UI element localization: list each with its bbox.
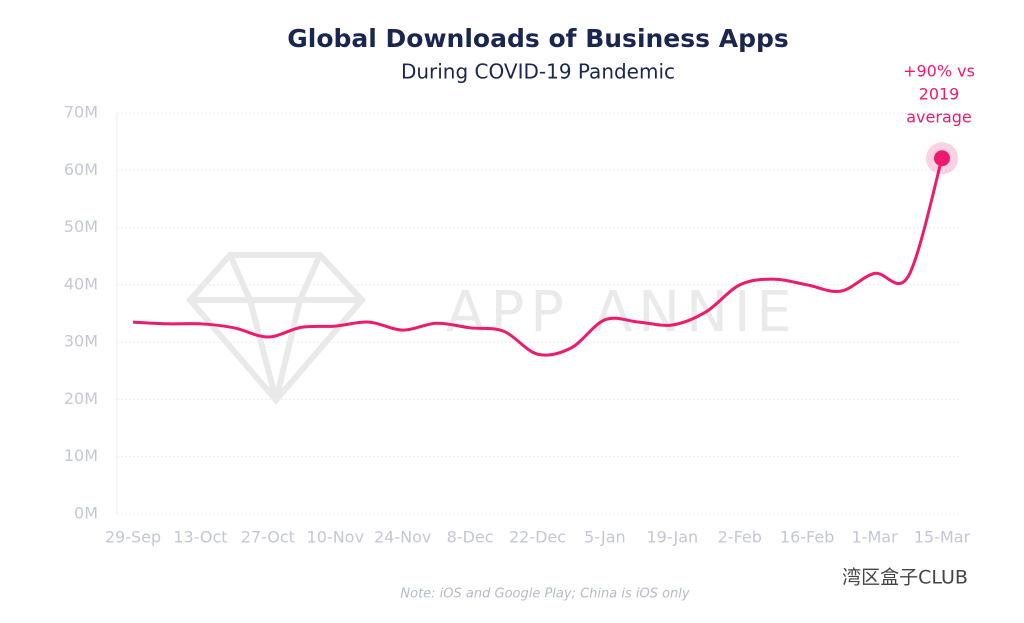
x-tick-label: 15-Mar	[914, 528, 971, 547]
x-tick-label: 19-Jan	[646, 528, 698, 547]
y-tick-label: 50M	[64, 217, 98, 236]
chart-subtitle: During COVID-19 Pandemic	[401, 60, 675, 84]
y-tick-label: 40M	[64, 274, 98, 293]
chart-title: Global Downloads of Business Apps	[287, 24, 789, 53]
y-tick-label: 30M	[64, 332, 98, 351]
x-tick-label: 13-Oct	[173, 528, 227, 547]
y-tick-label: 20M	[64, 389, 98, 408]
y-tick-label: 10M	[64, 446, 98, 465]
note: Note: iOS and Google Play; China is iOS …	[400, 587, 690, 602]
end-point	[934, 150, 950, 167]
x-tick-label: 10-Nov	[307, 528, 364, 547]
y-tick-label: 60M	[64, 160, 98, 179]
annotation: +90% vs	[903, 62, 975, 81]
x-tick-label: 2-Feb	[718, 528, 762, 547]
y-tick-label: 0M	[74, 504, 98, 523]
x-tick-label: 16-Feb	[780, 528, 834, 547]
annotation: 2019	[919, 85, 960, 104]
watermark: APP ANNIE	[446, 280, 798, 345]
line	[132, 157, 944, 357]
corner-tag: 湾区盒子CLUB	[842, 567, 968, 589]
x-tick-label: 8-Dec	[447, 528, 494, 547]
x-tick-label: 1-Mar	[852, 528, 899, 547]
x-tick-label: 24-Nov	[374, 528, 431, 547]
x-tick-label: 27-Oct	[241, 528, 295, 547]
y-tick-label: 70M	[64, 103, 98, 122]
annotation: average	[906, 108, 972, 127]
x-tick-label: 5-Jan	[584, 528, 626, 547]
x-tick-label: 22-Dec	[509, 528, 566, 547]
x-tick-label: 29-Sep	[105, 528, 161, 547]
